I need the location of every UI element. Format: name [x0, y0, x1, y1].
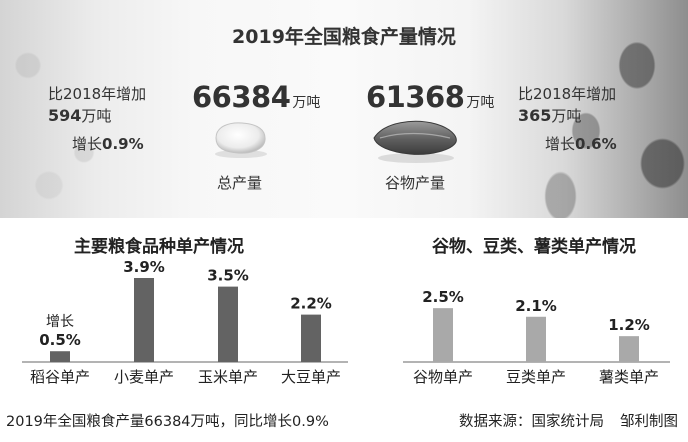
grain-growth-prefix: 增长	[545, 135, 576, 153]
total-increase-value: 594	[48, 106, 82, 125]
total-growth: 增长0.9%	[72, 133, 144, 154]
crop-yield-chart-title: 主要粮食品种单产情况	[74, 237, 244, 257]
footer-credits: 数据来源：国家统计局 邹利制图	[459, 410, 678, 431]
crop-yield-category-label-3: 玉米单产	[198, 368, 258, 386]
grain-increase-value: 365	[518, 106, 552, 125]
category-yield-bar-3	[619, 336, 639, 362]
grain-output: 61368 万吨	[366, 80, 494, 114]
footer-summary: 2019年全国粮食产量66384万吨，同比增长0.9%	[6, 414, 329, 430]
total-output-unit: 万吨	[292, 95, 321, 111]
wheat-grain-icon	[373, 120, 457, 163]
total-growth-prefix: 增长	[72, 135, 103, 153]
rice-grain-icon	[215, 122, 267, 158]
grain-growth-value: 0.6%	[575, 135, 617, 153]
category-yield-bar-1	[433, 308, 453, 362]
crop-yield-value-label-3: 3.5%	[207, 267, 249, 285]
main-title: 2019年全国粮食产量情况	[232, 26, 456, 48]
category-yield-category-label-2: 豆类单产	[506, 368, 566, 386]
crop-yield-bar-4	[301, 314, 321, 362]
crop-yield-bar-3	[218, 286, 238, 362]
category-yield-category-label-1: 谷物单产	[413, 368, 473, 386]
category-yield-bar-2	[526, 316, 546, 362]
crop-yield-bar-2	[134, 278, 154, 362]
crop-yield-value-label-1: 0.5%	[39, 331, 81, 349]
grain-output-caption: 谷物产量	[385, 174, 446, 192]
grain-output-unit: 万吨	[466, 95, 495, 111]
total-increase-block: 比2018年增加 594万吨	[48, 84, 146, 127]
crop-yield-annotation-1: 增长	[46, 314, 74, 330]
grain-output-value: 61368	[366, 80, 465, 114]
grain-increase-unit: 万吨	[551, 107, 582, 125]
total-growth-value: 0.9%	[102, 135, 144, 153]
grain-increase-block: 比2018年增加 365万吨	[518, 84, 616, 127]
category-yield-value-label-1: 2.5%	[422, 288, 464, 306]
category-yield-value-label-3: 1.2%	[608, 316, 650, 334]
category-yield-category-label-3: 薯类单产	[599, 368, 659, 386]
top-banner: 2019年全国粮食产量情况 比2018年增加 594万吨 增长0.9% 6638…	[0, 0, 688, 218]
crop-yield-value-label-2: 3.9%	[123, 258, 165, 276]
total-increase-unit: 万吨	[81, 107, 112, 125]
category-yield-chart-title: 谷物、豆类、薯类单产情况	[432, 237, 636, 257]
crop-yield-category-label-1: 稻谷单产	[30, 368, 90, 386]
total-increase-amount: 594万吨	[48, 105, 146, 127]
crop-yield-bar-1	[50, 351, 70, 362]
rice-grain-background	[0, 0, 140, 218]
grain-increase-prefix: 比2018年增加	[518, 85, 617, 103]
total-output-caption: 总产量	[217, 174, 263, 192]
total-output-value: 66384	[192, 80, 291, 114]
total-increase-prefix: 比2018年增加	[48, 85, 147, 103]
data-source: 数据来源：国家统计局	[459, 414, 604, 430]
wheat-grain-background	[518, 0, 688, 218]
crop-yield-category-label-4: 大豆单产	[281, 368, 341, 386]
grain-increase-amount: 365万吨	[518, 105, 616, 127]
chart-author: 邹利制图	[620, 414, 678, 430]
grain-growth: 增长0.6%	[545, 133, 617, 154]
crop-yield-category-label-2: 小麦单产	[114, 368, 174, 386]
crop-yield-value-label-4: 2.2%	[290, 295, 332, 313]
total-output: 66384 万吨	[192, 80, 320, 114]
category-yield-value-label-2: 2.1%	[515, 297, 557, 315]
